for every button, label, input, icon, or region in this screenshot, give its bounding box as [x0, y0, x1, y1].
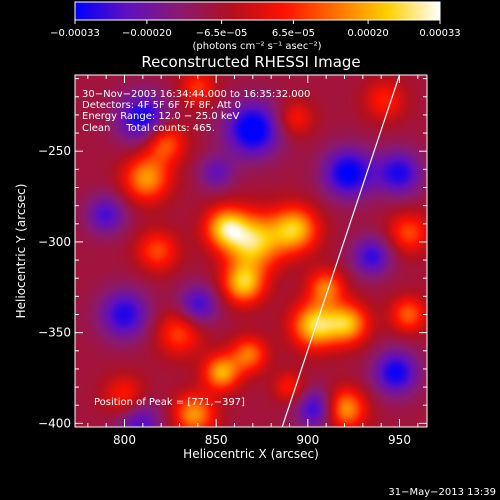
- x-tick-label: 900: [296, 433, 319, 447]
- heatmap-image: [75, 75, 427, 427]
- energy-range-text: Energy Range: 12.0 − 25.0 keV: [82, 111, 239, 122]
- y-axis-label: Heliocentric Y (arcsec): [14, 184, 28, 319]
- colorbar-tick-label: −0.00033: [50, 28, 100, 39]
- colorbar-tick-label: −0.00020: [122, 28, 172, 39]
- colorbar-strip: [74, 1, 441, 21]
- time-range-text: 30−Nov−2003 16:34:44.000 to 16:35:32.000: [82, 89, 310, 100]
- y-axis-ticks: −250 −300 −350 −400: [38, 78, 427, 430]
- clean-counts-text: Clean Total counts: 465.: [82, 123, 215, 134]
- colorbar-tick-label: −6.5e−05: [196, 28, 248, 39]
- y-tick-label: −250: [38, 144, 71, 158]
- x-axis-ticks: 800 850 900 950: [87, 75, 419, 447]
- x-tick-label: 950: [388, 433, 411, 447]
- colorbar-tick-label: 0.00020: [347, 28, 388, 39]
- colorbar-unit-label: (photons cm⁻² s⁻¹ asec⁻²): [192, 41, 321, 52]
- x-tick-label: 800: [113, 433, 136, 447]
- colorbar-tick-label: 0.00033: [419, 28, 460, 39]
- x-tick-label: 850: [205, 433, 228, 447]
- y-tick-label: −300: [38, 235, 71, 249]
- plot-frame: [74, 74, 428, 428]
- colorbar-tick-label: 6.5e−05: [272, 28, 315, 39]
- x-axis-label: Heliocentric X (arcsec): [183, 447, 319, 461]
- peak-position-text: Position of Peak = [771,−397]: [94, 397, 245, 408]
- y-tick-label: −400: [38, 416, 71, 430]
- solar-limb-line: [281, 75, 401, 427]
- detectors-text: Detectors: 4F 5F 6F 7F 8F, Att 0: [82, 100, 241, 111]
- render-timestamp: 31−May−2013 13:39: [388, 487, 496, 498]
- colorbar-ticks: −0.00033 −0.00020 −6.5e−05 6.5e−05 0.00020 0.…: [50, 20, 461, 39]
- colorbar: −0.00033 −0.00020 −6.5e−05 6.5e−05 0.00020 0.…: [50, 1, 461, 52]
- chart-title: Reconstructed RHESSI Image: [141, 53, 360, 71]
- info-annotations: 30−Nov−2003 16:34:44.000 to 16:35:32.000…: [82, 89, 310, 408]
- y-tick-label: −350: [38, 326, 71, 340]
